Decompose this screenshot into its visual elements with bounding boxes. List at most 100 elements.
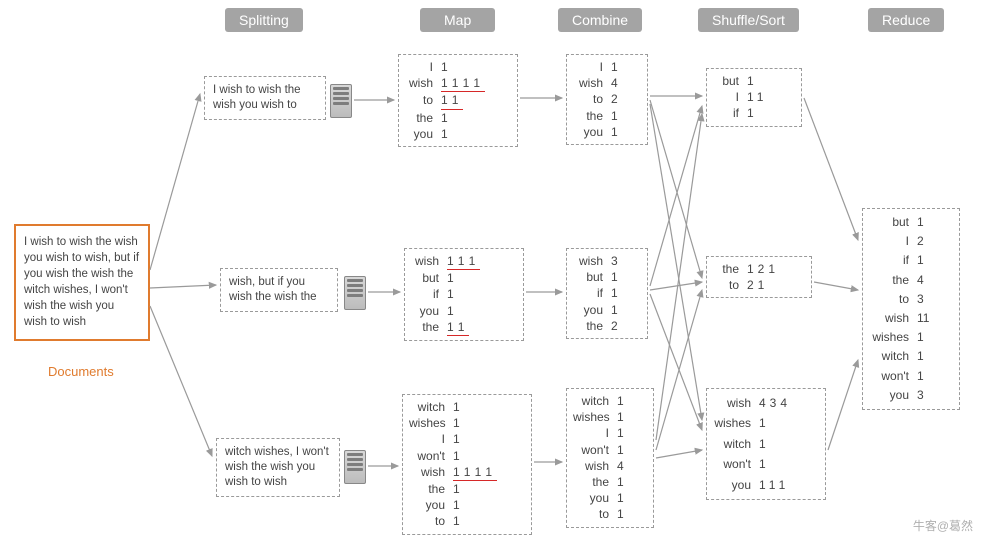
kv-val: 1 [759,413,770,433]
kv-val: 4 [611,75,618,91]
kv-key: but [713,73,747,89]
kv-val: 1 [611,285,618,301]
kv-row: the1 [409,481,525,497]
kv-key: but [573,269,611,285]
stage-label-shuffle: Shuffle/Sort [698,8,799,32]
kv-row: I11 [713,89,795,105]
kv-val: 2 [611,91,618,107]
kv-key: to [409,513,453,529]
kv-key: you [573,302,611,318]
shuffle-box-3: wish434wishes1witch1won't1you111 [706,388,826,500]
kv-key: won't [713,454,759,474]
map-box-3: witch1wishes1I1won't1wish1111the1you1to1 [402,394,532,535]
kv-val: 1 [453,431,465,447]
kv-key: witch [713,434,759,454]
server-icon [344,450,366,488]
kv-val: 1 [617,474,624,490]
stage-label-combine: Combine [558,8,642,32]
kv-row: the1 [573,108,641,124]
kv-row: wish111 [411,253,517,270]
combine-box-1: I1wish4to2the1you1 [566,54,648,145]
kv-row: wish3 [573,253,641,269]
kv-row: won't1 [409,448,525,464]
kv-val: 3 [917,290,924,309]
kv-row: witch1 [869,347,953,366]
stage-label-splitting: Splitting [225,8,303,32]
kv-key: I [869,232,917,251]
kv-key: to [405,92,441,109]
kv-row: but1 [713,73,795,89]
kv-row: the11 [411,319,517,336]
kv-key: the [411,319,447,336]
server-icon [330,84,352,122]
map-box-1: I1wish1111to11the1you1 [398,54,518,147]
kv-row: won't1 [573,442,647,458]
kv-row: the1 [405,110,511,126]
kv-val: 1 [917,251,924,270]
kv-row: the121 [713,261,805,277]
stage-label-map: Map [420,8,495,32]
kv-val: 1 [747,73,758,89]
kv-row: witch1 [573,393,647,409]
kv-key: witch [573,393,617,409]
kv-val: 1 [759,434,770,454]
kv-key: but [411,270,447,286]
kv-key: the [573,474,617,490]
kv-key: won't [573,442,617,458]
kv-key: the [573,108,611,124]
kv-val: 4 [617,458,624,474]
kv-row: I1 [405,59,511,75]
documents-box: I wish to wish the wish you wish to wish… [14,224,150,341]
kv-row: to1 [573,506,647,522]
kv-val: 1 [441,110,453,126]
map-box-2: wish111but1if1you1the11 [404,248,524,341]
kv-key: the [869,271,917,290]
documents-label: Documents [48,364,114,379]
kv-key: wish [573,458,617,474]
kv-val: 1 [611,124,618,140]
split-box-1: I wish to wish the wish you wish to [204,76,326,120]
kv-key: you [713,475,759,495]
kv-row: wish1111 [409,464,525,481]
kv-key: won't [409,448,453,464]
kv-val: 1 [453,399,465,415]
combine-box-2: wish3but1if1you1the2 [566,248,648,339]
kv-val: 1 [611,108,618,124]
kv-row: you1 [409,497,525,513]
kv-val: 1111 [453,464,497,481]
kv-key: I [405,59,441,75]
shuffle-box-1: but1I11if1 [706,68,802,127]
watermark: 牛客@葛然 [913,517,973,534]
kv-val: 1 [617,442,624,458]
kv-val: 1 [611,59,618,75]
kv-key: wish [411,253,447,270]
kv-row: wish11 [869,309,953,328]
kv-key: but [869,213,917,232]
kv-key: you [573,490,617,506]
kv-row: witch1 [713,434,819,454]
kv-row: but1 [411,270,517,286]
kv-row: you3 [869,386,953,405]
server-icon [344,276,366,314]
kv-row: if1 [713,105,795,121]
kv-row: you1 [573,302,641,318]
kv-val: 1 [617,409,624,425]
kv-val: 1 [453,415,465,431]
kv-row: wishes1 [409,415,525,431]
kv-val: 1 [917,328,924,347]
kv-key: witch [409,399,453,415]
kv-key: if [713,105,747,121]
kv-val: 1 [617,506,624,522]
kv-key: to [869,290,917,309]
kv-key: wish [573,253,611,269]
kv-row: but1 [573,269,641,285]
kv-row: won't1 [713,454,819,474]
kv-val: 434 [759,393,791,413]
kv-key: witch [869,347,917,366]
kv-row: to3 [869,290,953,309]
kv-row: you1 [411,303,517,319]
kv-val: 11 [917,309,929,328]
kv-row: the2 [573,318,641,334]
kv-val: 4 [917,271,924,290]
kv-row: I1 [409,431,525,447]
